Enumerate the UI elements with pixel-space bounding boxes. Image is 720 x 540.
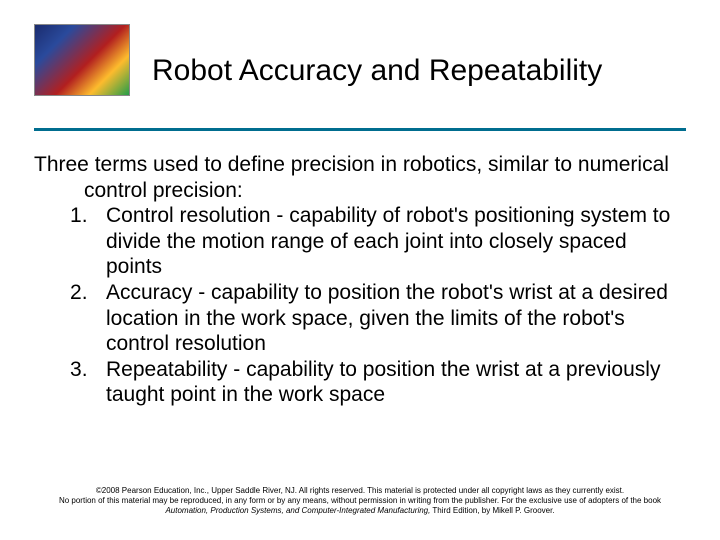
list-item-text: Control resolution - capability of robot… [106,204,670,278]
footer-line-1: ©2008 Pearson Education, Inc., Upper Sad… [34,486,686,496]
list-item: Control resolution - capability of robot… [106,203,686,280]
footer-line-2-post: Third Edition, by Mikell P. Groover. [430,506,554,515]
header-thumbnail-image [34,24,130,96]
slide-header: Robot Accuracy and Repeatability [34,24,686,124]
intro-text-content: Three terms used to define precision in … [34,153,669,202]
header-divider [34,128,686,131]
list-item: Repeatability - capability to position t… [106,357,686,408]
list-item-text: Accuracy - capability to position the ro… [106,281,668,355]
definition-list: Control resolution - capability of robot… [34,203,686,408]
footer-line-2-pre: No portion of this material may be repro… [59,496,661,505]
footer-book-title: Automation, Production Systems, and Comp… [165,506,430,515]
copyright-footer: ©2008 Pearson Education, Inc., Upper Sad… [34,486,686,516]
slide: Robot Accuracy and Repeatability Three t… [0,0,720,540]
slide-body: Three terms used to define precision in … [34,152,686,408]
intro-text: Three terms used to define precision in … [34,152,686,203]
list-item-text: Repeatability - capability to position t… [106,358,660,407]
list-item: Accuracy - capability to position the ro… [106,280,686,357]
footer-line-2: No portion of this material may be repro… [34,496,686,516]
slide-title: Robot Accuracy and Repeatability [152,54,602,88]
